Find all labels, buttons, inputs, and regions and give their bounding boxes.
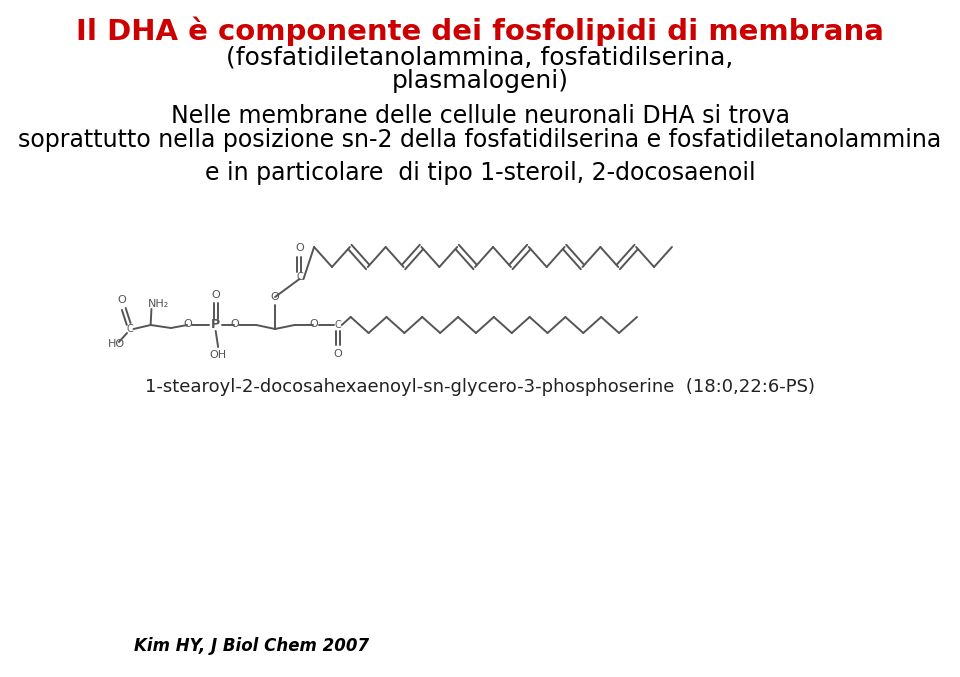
Text: P: P: [211, 318, 220, 332]
Text: O: O: [295, 243, 303, 253]
Text: Il DHA è componente dei fosfolipidi di membrana: Il DHA è componente dei fosfolipidi di m…: [76, 17, 884, 47]
Text: soprattutto nella posizione sn-2 della fosfatidilserina e fosfatidiletanolammina: soprattutto nella posizione sn-2 della f…: [18, 128, 942, 152]
Text: HO: HO: [108, 339, 125, 349]
Text: O: O: [183, 319, 192, 329]
Text: C: C: [296, 272, 302, 282]
Text: NH₂: NH₂: [148, 299, 169, 309]
Text: 1-stearoyl-2-docosahexaenoyl-sn-glycero-3-phosphoserine  (18:0,22:6-PS): 1-stearoyl-2-docosahexaenoyl-sn-glycero-…: [145, 378, 815, 396]
Text: O: O: [118, 295, 127, 305]
Text: e in particolare  di tipo 1-steroil, 2-docosaenoil: e in particolare di tipo 1-steroil, 2-do…: [204, 161, 756, 185]
Text: O: O: [333, 349, 342, 359]
Text: O: O: [271, 292, 279, 302]
Text: O: O: [230, 319, 240, 329]
Text: O: O: [310, 319, 319, 329]
Text: Nelle membrane delle cellule neuronali DHA si trova: Nelle membrane delle cellule neuronali D…: [171, 104, 789, 128]
Text: C: C: [334, 320, 341, 330]
Text: OH: OH: [209, 350, 227, 360]
Text: O: O: [211, 290, 220, 300]
Text: (fosfatidiletanolammina, fosfatidilserina,: (fosfatidiletanolammina, fosfatidilserin…: [227, 45, 733, 69]
Text: Kim HY, J Biol Chem 2007: Kim HY, J Biol Chem 2007: [134, 637, 370, 655]
Text: plasmalogeni): plasmalogeni): [392, 69, 568, 93]
Text: C: C: [127, 324, 133, 334]
